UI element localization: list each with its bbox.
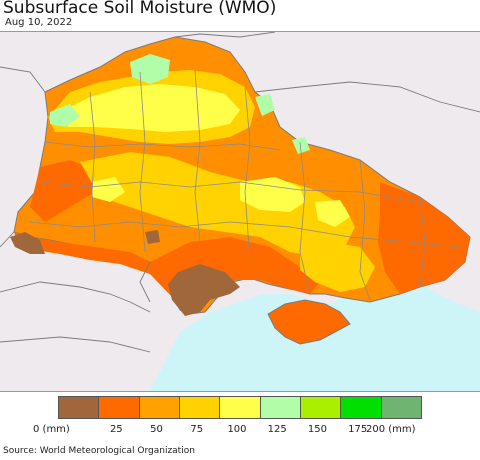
legend-swatch: [341, 397, 382, 418]
zone-brown-west: [10, 232, 45, 254]
legend-swatch: [260, 397, 301, 418]
map-date: Aug 10, 2022: [5, 17, 73, 28]
zone-gold-east: [300, 242, 375, 292]
legend-tick-label: 0 (mm): [33, 424, 70, 435]
legend-tick-label: 175: [348, 424, 368, 435]
zone-brown-south: [168, 264, 240, 316]
zone-gold-center: [80, 152, 355, 257]
crimea: [267, 299, 351, 345]
legend-swatch: [99, 397, 140, 418]
zone-deep-orange-east: [378, 182, 470, 294]
legend-swatch: [179, 397, 221, 418]
legend-swatch: [139, 397, 180, 418]
country-borders: [0, 32, 480, 353]
soil-moisture-map: [0, 31, 480, 392]
zone-yellow-east: [315, 200, 350, 227]
legend-tick-label: 125: [267, 424, 287, 435]
source-note: Source: World Meteorological Organizatio…: [3, 446, 195, 456]
legend-tick-label: 50: [150, 424, 163, 435]
legend-tick-label: 200 (mm): [366, 424, 416, 435]
legend-tick-label: 25: [109, 424, 123, 435]
legend-tick-label: 150: [307, 424, 327, 435]
zone-yellow-north: [60, 84, 240, 132]
legend-swatch: [59, 397, 100, 418]
oblast-borders: [29, 69, 461, 301]
zone-deep-orange-west: [14, 232, 180, 297]
legend-tick-label: 75: [190, 424, 204, 435]
legend-tick-label: 100: [227, 424, 247, 435]
zone-deep-orange-northwest: [30, 160, 100, 222]
zone-yellow-west: [92, 177, 125, 202]
legend-swatch: [381, 397, 421, 418]
zone-lightgreen-northeast: [255, 94, 275, 116]
zone-brown-center: [145, 230, 160, 244]
map-title: Subsurface Soil Moisture (WMO): [3, 0, 277, 18]
legend-swatch: [300, 397, 342, 418]
zone-lightgreen-northwest: [50, 104, 80, 127]
legend-swatch: [220, 397, 261, 418]
zone-lightgreen-east: [292, 137, 310, 154]
zone-yellow-center: [240, 177, 305, 212]
legend-colorbar: [58, 396, 422, 419]
